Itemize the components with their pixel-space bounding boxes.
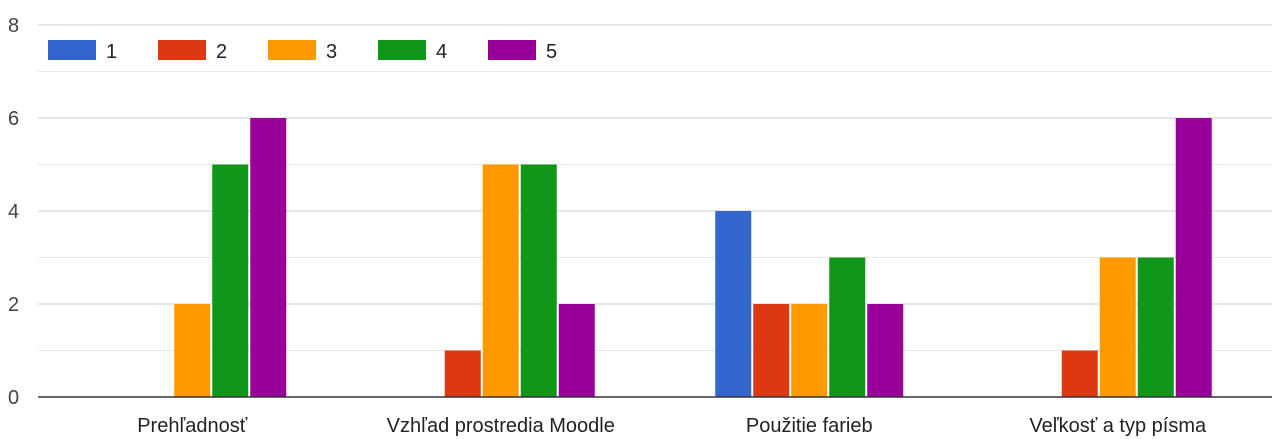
bar-series-1-cat-2[interactable] bbox=[715, 211, 752, 397]
legend-label: 4 bbox=[436, 41, 447, 63]
y-tick-label: 6 bbox=[8, 108, 19, 130]
legend-item-3[interactable]: 3 bbox=[268, 40, 337, 63]
x-axis-labels: Prehľadnosť Vzhľad prostredia Moodle Použi… bbox=[137, 415, 1207, 437]
y-axis-ticks: 0 2 4 6 8 bbox=[8, 15, 19, 409]
legend-swatch bbox=[48, 40, 96, 60]
bar-series-5-cat-3[interactable] bbox=[1175, 118, 1212, 397]
bar-series-4-cat-1[interactable] bbox=[520, 164, 557, 398]
y-tick-label: 2 bbox=[8, 294, 19, 316]
bar-series-5-cat-1[interactable] bbox=[558, 304, 595, 397]
bar-series-2-cat-3[interactable] bbox=[1061, 350, 1098, 398]
legend-label: 2 bbox=[216, 41, 227, 63]
y-tick-label: 8 bbox=[8, 15, 19, 37]
legend-swatch bbox=[488, 40, 536, 60]
legend-item-4[interactable]: 4 bbox=[378, 40, 447, 63]
legend-swatch bbox=[158, 40, 206, 60]
y-tick-label: 4 bbox=[8, 201, 19, 223]
bar-series-5-cat-0[interactable] bbox=[250, 118, 287, 397]
legend-label: 1 bbox=[106, 41, 117, 63]
bar-series-4-cat-0[interactable] bbox=[212, 164, 249, 398]
legend-item-2[interactable]: 2 bbox=[158, 40, 227, 63]
bar-series-2-cat-1[interactable] bbox=[444, 350, 481, 398]
legend-swatch bbox=[378, 40, 426, 60]
legend-label: 3 bbox=[326, 41, 337, 63]
x-tick-label: Veľkosť a typ písma bbox=[1029, 415, 1207, 437]
legend-swatch bbox=[268, 40, 316, 60]
bars bbox=[174, 118, 1212, 397]
legend[interactable]: 1 2 3 4 5 bbox=[48, 40, 557, 63]
bar-series-3-cat-3[interactable] bbox=[1099, 257, 1136, 398]
legend-item-1[interactable]: 1 bbox=[48, 40, 117, 63]
legend-label: 5 bbox=[546, 41, 557, 63]
bar-series-5-cat-2[interactable] bbox=[867, 304, 904, 397]
bar-series-4-cat-2[interactable] bbox=[829, 257, 866, 398]
x-tick-label: Prehľadnosť bbox=[137, 415, 248, 437]
bar-series-3-cat-2[interactable] bbox=[791, 304, 828, 397]
y-tick-label: 0 bbox=[8, 387, 19, 409]
legend-item-5[interactable]: 5 bbox=[488, 40, 557, 63]
x-tick-label: Vzhľad prostredia Moodle bbox=[387, 415, 615, 437]
bar-series-4-cat-3[interactable] bbox=[1137, 257, 1174, 398]
x-tick-label: Použitie farieb bbox=[746, 415, 873, 437]
bar-series-3-cat-0[interactable] bbox=[174, 304, 211, 397]
bar-series-2-cat-2[interactable] bbox=[753, 304, 790, 397]
bar-series-3-cat-1[interactable] bbox=[482, 164, 519, 398]
